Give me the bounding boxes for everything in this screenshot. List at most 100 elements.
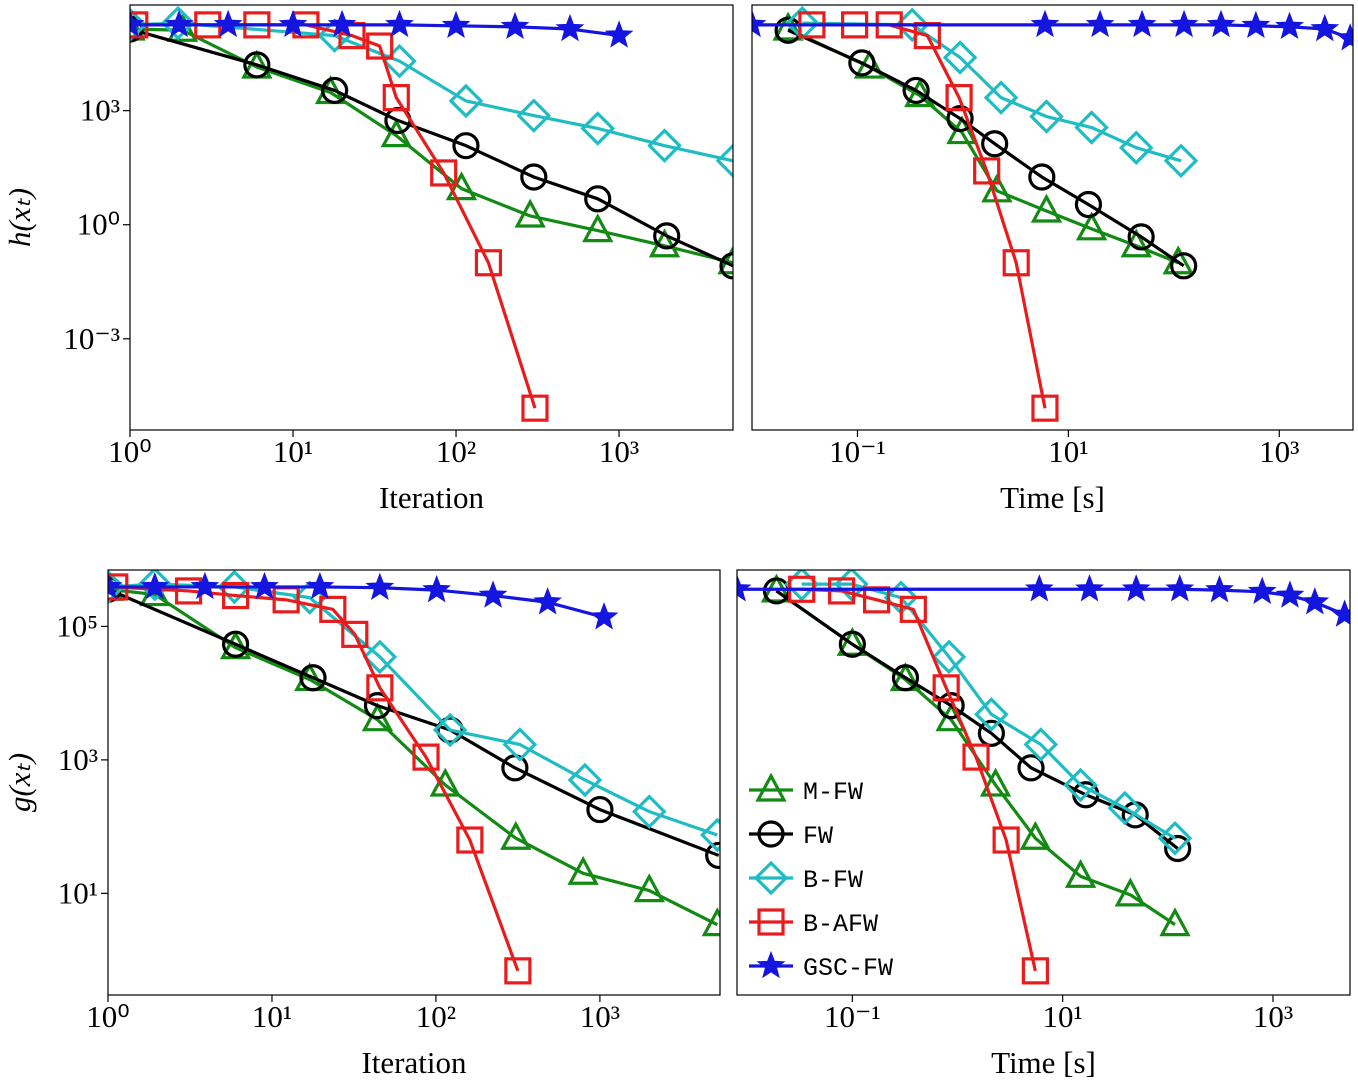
marker-star: [533, 587, 563, 615]
marker-triangle: [567, 855, 599, 885]
series-line: [130, 21, 733, 163]
x-tick-label: 10¹: [1043, 999, 1083, 1034]
marker-square: [992, 826, 1020, 854]
marker-circle: [719, 252, 733, 280]
marker-circle: [243, 51, 271, 79]
series-line: [108, 587, 719, 927]
x-axis-label: Time [s]: [1000, 480, 1105, 515]
axes-frame: [736, 569, 1351, 996]
marker-triangle: [514, 198, 546, 228]
marker-triangle: [633, 873, 665, 903]
marker-star: [385, 9, 414, 38]
marker-star: [1310, 13, 1340, 42]
marker-triangle: [1075, 211, 1108, 241]
marker-square: [1031, 394, 1059, 422]
plot-area: [737, 570, 1350, 985]
y-tick-label: 10⁰: [77, 207, 120, 242]
marker-star: [500, 11, 530, 40]
marker-diamond: [567, 762, 603, 798]
marker-star: [190, 571, 220, 600]
marker-star: [1127, 9, 1157, 38]
marker-star: [1024, 574, 1054, 602]
marker-triangle: [836, 626, 869, 656]
marker-square: [504, 957, 532, 985]
y-axis-label: h(xₜ): [2, 188, 37, 247]
marker-circle: [981, 130, 1009, 158]
series-line: [130, 27, 733, 268]
marker-star: [1247, 576, 1277, 605]
marker-star: [1330, 599, 1350, 627]
marker-circle: [221, 630, 250, 658]
series-line: [811, 23, 1047, 409]
marker-triangle: [701, 907, 720, 937]
x-axis-label: Iteration: [379, 480, 485, 515]
x-axis-label: Time [s]: [991, 1045, 1096, 1080]
legend-label: B-AFW: [803, 910, 878, 939]
marker-circle: [977, 719, 1005, 747]
marker-circle: [937, 692, 965, 720]
marker-square: [1002, 249, 1030, 277]
marker-square: [456, 826, 484, 854]
x-tick-label: 10⁻¹: [829, 434, 886, 469]
x-tick-label: 10²: [416, 999, 456, 1034]
series-line: [108, 587, 720, 857]
marker-star: [737, 574, 752, 602]
marker-star: [327, 9, 357, 38]
series-line: [114, 585, 520, 972]
marker-square: [366, 32, 394, 60]
series-line: [108, 582, 718, 837]
marker-circle: [321, 76, 349, 105]
marker-circle: [891, 664, 920, 692]
marker-diamond: [1157, 820, 1193, 856]
legend-marker: [755, 772, 787, 802]
y-tick-label: 10³: [58, 742, 98, 777]
marker-circle: [586, 795, 614, 824]
x-tick-label: 10⁰: [86, 999, 129, 1034]
marker-triangle: [1019, 820, 1052, 850]
legend-label: B-FW: [803, 866, 863, 895]
marker-circle: [848, 49, 876, 77]
marker-diamond: [1074, 110, 1109, 145]
marker-diamond: [647, 128, 682, 163]
marker-diamond: [1163, 143, 1199, 179]
legend-marker: [757, 820, 785, 848]
series-line: [108, 585, 605, 619]
marker-circle: [946, 104, 974, 133]
x-axis-label: Iteration: [361, 1045, 467, 1080]
marker-diamond: [715, 143, 733, 179]
axes-frame: [751, 4, 1354, 431]
marker-triangle: [1114, 877, 1147, 907]
marker-square: [221, 581, 250, 610]
marker-triangle: [1159, 907, 1191, 937]
marker-circle: [1028, 163, 1056, 191]
marker-star: [164, 9, 194, 38]
axes-frame: [129, 4, 734, 431]
marker-triangle: [772, 11, 804, 41]
marker-diamond: [1063, 767, 1098, 803]
x-tick-label: 10¹: [1048, 434, 1088, 469]
marker-circle: [1127, 223, 1155, 251]
marker-circle: [653, 222, 681, 250]
marker-square: [382, 84, 410, 112]
marker-triangle: [979, 767, 1012, 797]
marker-square: [827, 577, 856, 605]
marker-square: [932, 674, 960, 702]
marker-circle: [1170, 252, 1198, 280]
marker-star: [278, 9, 308, 38]
marker-star: [589, 602, 619, 630]
marker-star: [1075, 574, 1104, 602]
marker-star: [140, 571, 170, 600]
marker-square: [341, 620, 369, 648]
plot-area: [108, 570, 720, 985]
marker-circle: [436, 716, 464, 744]
marker-square: [521, 394, 549, 422]
marker-diamond: [382, 43, 417, 79]
marker-diamond: [130, 7, 148, 43]
marker-triangle: [361, 702, 394, 732]
marker-circle: [452, 132, 480, 160]
marker-star: [108, 571, 123, 600]
marker-circle: [363, 692, 392, 720]
y-tick-label: 10³: [80, 93, 120, 128]
legend-marker: [753, 860, 789, 896]
marker-star: [213, 9, 243, 38]
